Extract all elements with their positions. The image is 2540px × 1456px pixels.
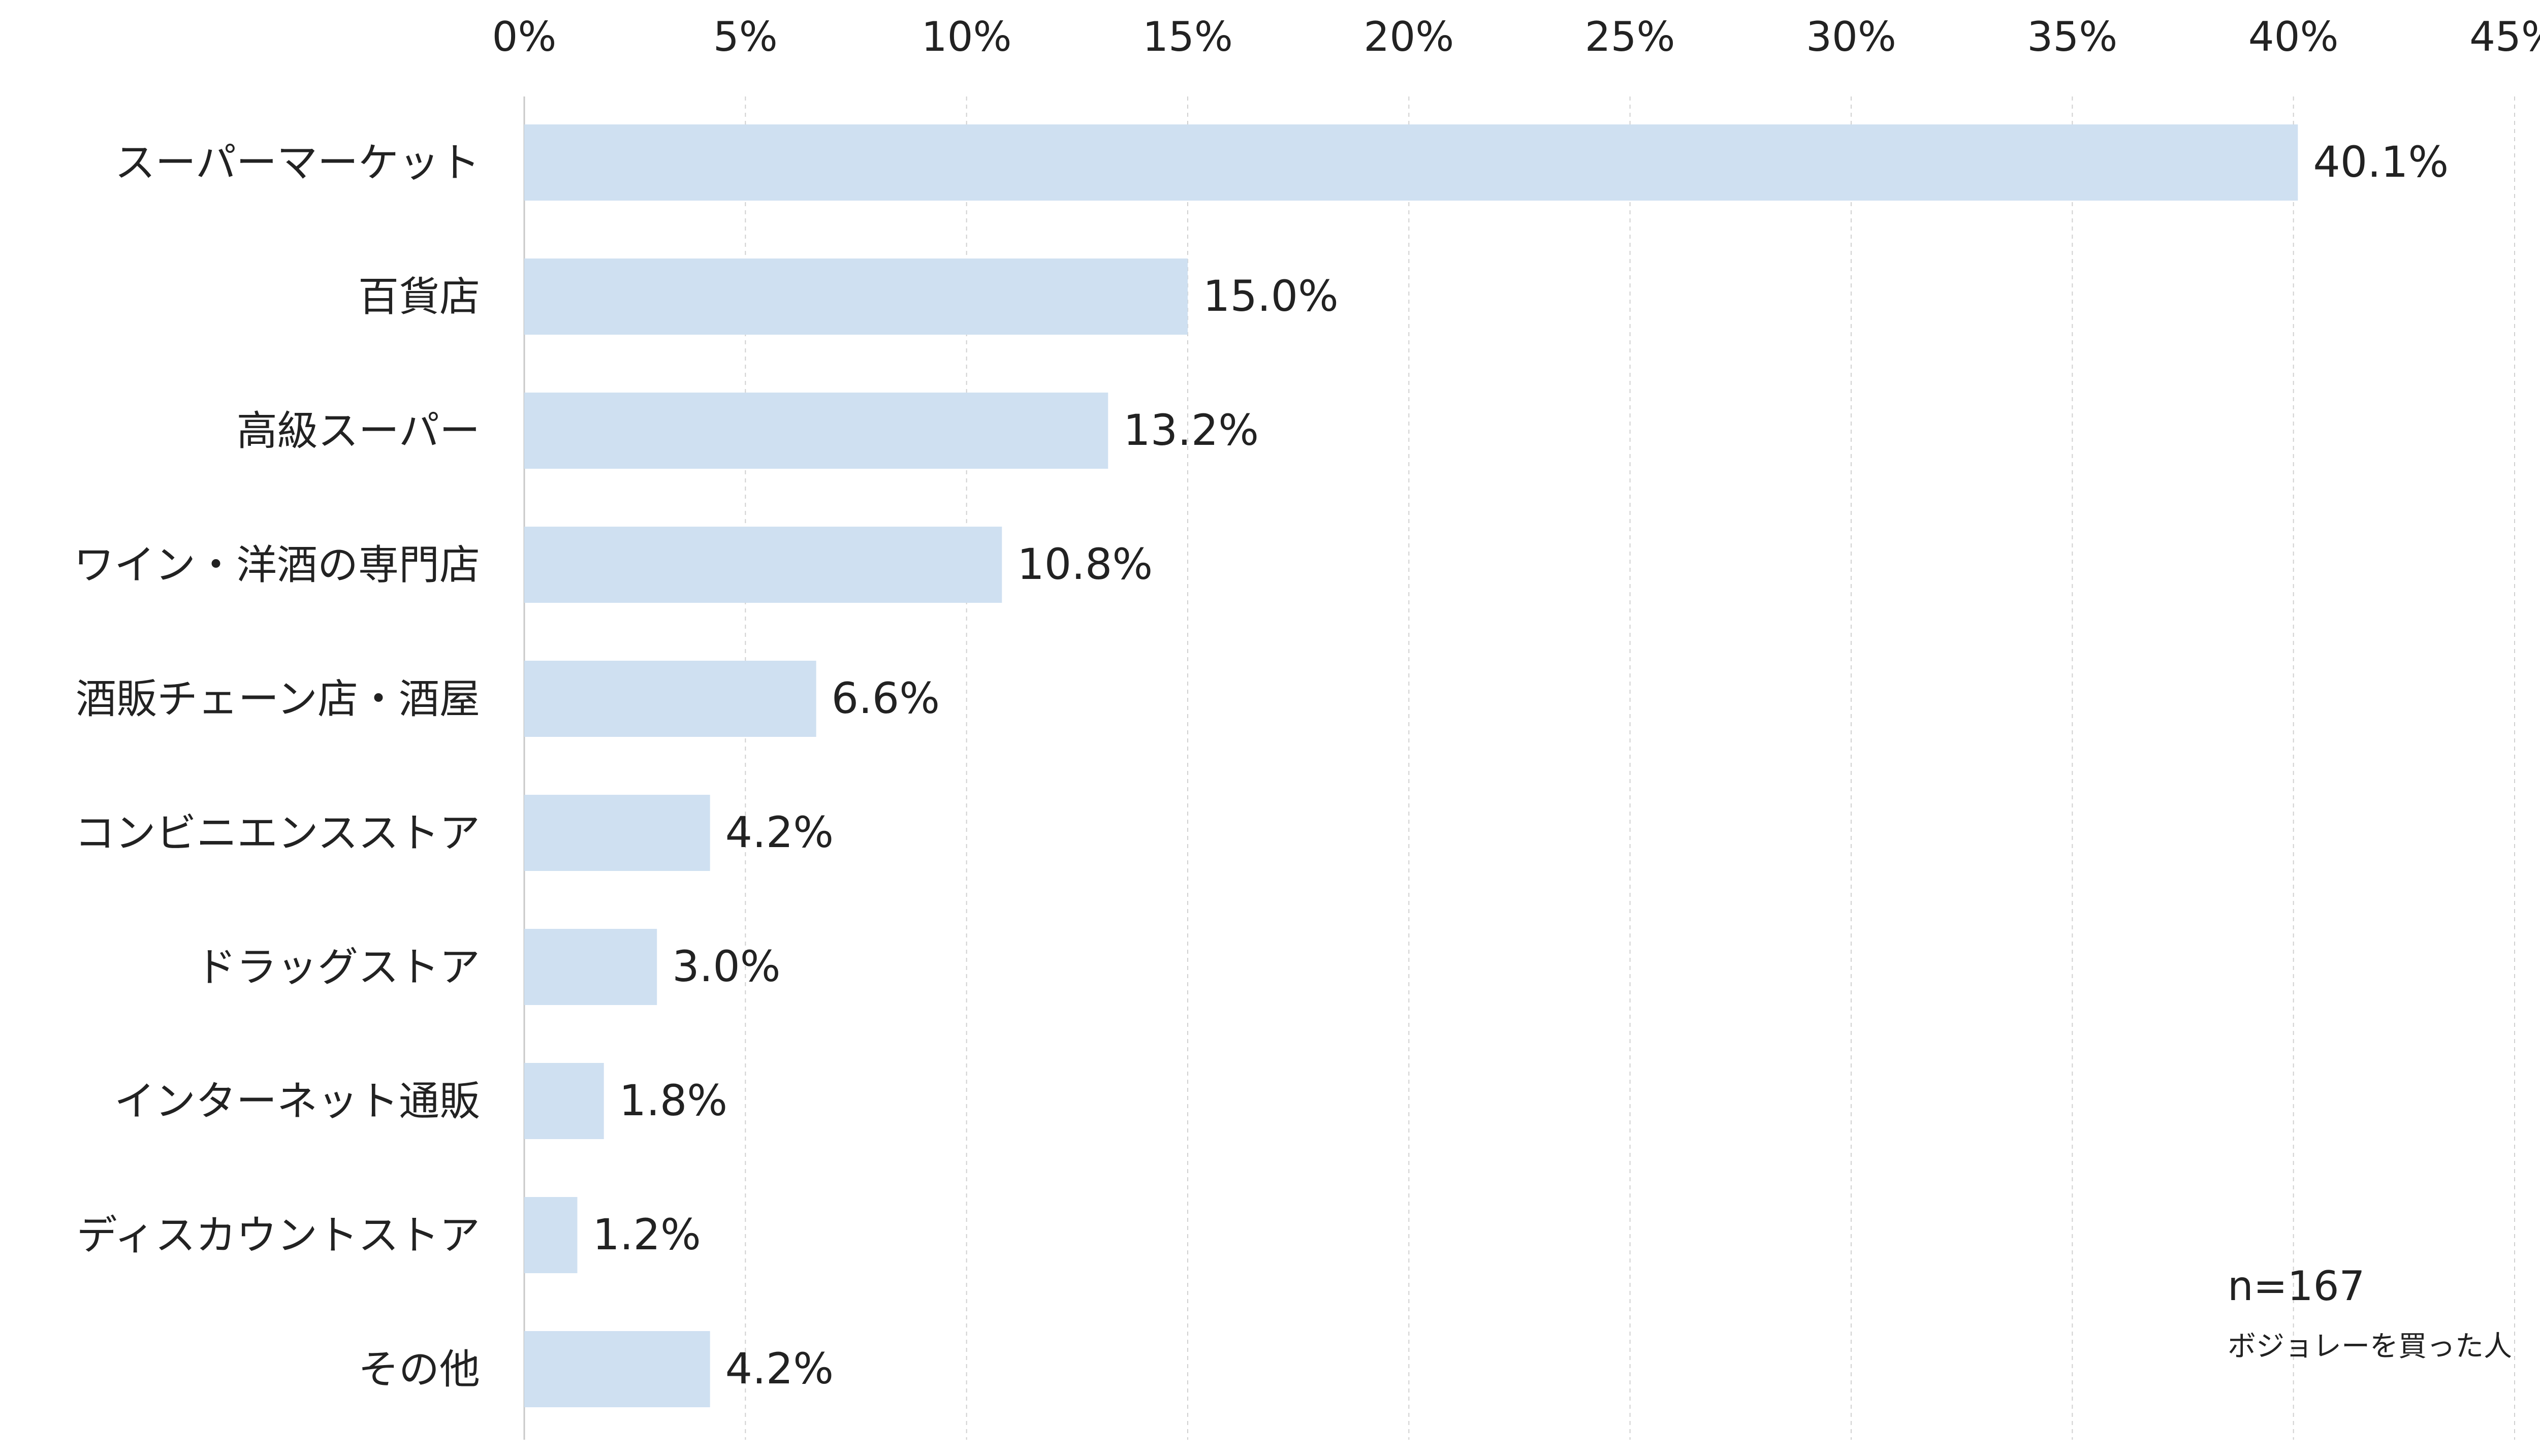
value-label: 13.2% [1123, 405, 1259, 455]
category-label: その他 [358, 1346, 480, 1393]
category-labels: スーパーマーケット百貨店高級スーパーワイン・洋酒の専門店酒販チェーン店・酒屋コン… [74, 139, 480, 1393]
category-label: ワイン・洋酒の専門店 [74, 541, 480, 589]
bars [524, 124, 2298, 1407]
annotation: n=167 ボジョレーを買った人 [2228, 1263, 2512, 1363]
bar [524, 258, 1188, 335]
category-label: 百貨店 [358, 273, 480, 320]
category-label: 酒販チェーン店・酒屋 [76, 675, 480, 723]
bar [524, 661, 816, 737]
bar [524, 527, 1002, 603]
bar [524, 124, 2298, 201]
value-label: 1.2% [592, 1210, 701, 1259]
x-tick-label: 15% [1142, 13, 1233, 60]
value-label: 15.0% [1203, 271, 1339, 321]
value-label: 6.6% [832, 673, 940, 723]
category-label: ディスカウントストア [77, 1212, 480, 1259]
category-label: スーパーマーケット [115, 139, 480, 186]
x-axis: 0% 5% 10% 15% 20% 25% 30% 35% 40% 45% [492, 13, 2540, 60]
bar [524, 393, 1108, 469]
value-label: 40.1% [2313, 137, 2449, 187]
value-label: 4.2% [725, 1344, 834, 1394]
value-label: 4.2% [725, 807, 834, 857]
bar [524, 1063, 604, 1139]
sample-note-label: ボジョレーを買った人 [2228, 1330, 2512, 1363]
x-tick-label: 5% [713, 13, 778, 60]
category-label: 高級スーパー [237, 407, 480, 455]
x-tick-label: 35% [2027, 13, 2117, 60]
bar [524, 795, 710, 871]
category-label: インターネット通販 [114, 1078, 480, 1125]
bar [524, 1197, 578, 1273]
x-tick-label: 0% [492, 13, 557, 60]
value-labels: 40.1% 15.0% 13.2% 10.8% 6.6% 4.2% 3.0% 1.8% 1.2%… [592, 137, 2449, 1394]
x-tick-label: 45% [2469, 13, 2540, 60]
x-tick-label: 30% [1806, 13, 1896, 60]
value-label: 3.0% [672, 942, 780, 991]
x-tick-label: 10% [922, 13, 1012, 60]
category-label: ドラッグストア [196, 944, 480, 991]
value-label: 10.8% [1017, 539, 1153, 589]
x-tick-label: 25% [1585, 13, 1675, 60]
bar [524, 929, 657, 1005]
value-label: 1.8% [619, 1076, 727, 1125]
category-label: コンビニエンスストア [75, 810, 480, 857]
x-tick-label: 40% [2248, 13, 2339, 60]
bar [524, 1331, 710, 1407]
x-tick-label: 20% [1363, 13, 1454, 60]
sample-size-label: n=167 [2228, 1263, 2365, 1310]
